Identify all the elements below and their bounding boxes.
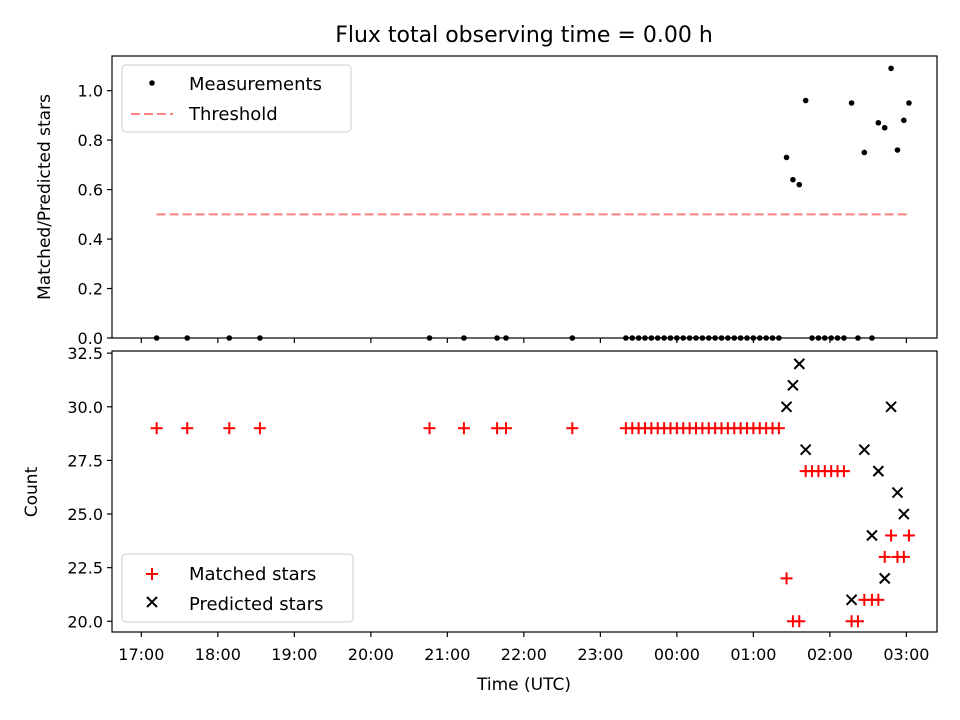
- count-panel: 20.0 22.5 25.0 27.5 30.0 32.5 17:00 18:00 19:00…: [22, 344, 938, 695]
- legend-matched-label: Matched stars: [189, 564, 316, 585]
- y-tick-label: 22.5: [67, 559, 103, 578]
- x-tick-label: 22:00: [501, 645, 547, 664]
- predicted-star-point: [885, 401, 897, 413]
- matched-star-point: [793, 615, 806, 628]
- measurement-point: [848, 100, 855, 106]
- measurement-point: [861, 149, 868, 156]
- matched-star-point: [500, 422, 513, 435]
- predicted-star-point: [780, 401, 793, 413]
- count-x-ticks: 17:00 18:00 19:00 20:00 21:00 22:00 23:00 00:00…: [118, 632, 929, 664]
- x-axis-label: Time (UTC): [476, 675, 571, 695]
- measurement-point: [796, 181, 803, 188]
- count-legend: Matched stars Predicted stars: [121, 553, 354, 623]
- y-tick-label: 0.4: [78, 230, 103, 249]
- measurement-point: [802, 97, 809, 104]
- legend-predicted-label: Predicted stars: [189, 594, 323, 615]
- ratio-legend: Measurements Threshold: [121, 64, 352, 133]
- y-tick-label: 0.2: [78, 280, 103, 299]
- x-tick-label: 23:00: [577, 645, 623, 664]
- predicted-star-point: [793, 358, 805, 370]
- x-tick-label: 03:00: [883, 645, 929, 664]
- measurement-point: [790, 176, 796, 183]
- legend-predicted-marker: [146, 596, 158, 608]
- matched-star-point: [885, 529, 898, 542]
- ratio-panel: 0.0 0.2 0.4 0.6 0.8 1.0 Matched/Predicted sta…: [35, 55, 938, 348]
- measurement-point: [888, 65, 894, 72]
- chart-title: Flux total observing time = 0.00 h: [335, 23, 713, 48]
- x-tick-label: 20:00: [348, 645, 394, 664]
- matched-star-point: [457, 422, 470, 435]
- predicted-star-point: [858, 443, 871, 456]
- matched-star-point: [878, 550, 891, 563]
- x-tick-label: 01:00: [730, 645, 776, 664]
- predicted-star-point: [799, 443, 812, 456]
- matched-star-point: [772, 422, 785, 435]
- matched-star-point: [897, 550, 910, 563]
- ratio-x-ticks: [140, 338, 907, 343]
- measurement-point: [901, 117, 907, 124]
- ratio-legend-box: [121, 64, 352, 133]
- ratio-axes-frame: [111, 55, 938, 339]
- legend-measurements-marker: [149, 80, 155, 86]
- y-tick-label: 0.6: [78, 181, 103, 200]
- predicted-star-point: [787, 379, 799, 392]
- matched-star-point: [780, 572, 793, 585]
- count-axes-frame: [111, 350, 938, 633]
- matched-star-point: [837, 465, 850, 478]
- predicted-star-point: [879, 572, 891, 585]
- ratio-y-axis-label: Matched/Predicted stars: [35, 94, 55, 300]
- matched-star-point: [150, 422, 163, 435]
- predicted-star-point: [891, 486, 904, 499]
- legend-measurements-label: Measurements: [189, 74, 322, 95]
- x-tick-label: 18:00: [195, 645, 241, 664]
- y-tick-label: 27.5: [67, 451, 103, 470]
- predicted-star-point: [845, 594, 858, 606]
- predicted-star-point: [866, 529, 878, 542]
- matched-star-point: [851, 615, 864, 628]
- count-y-axis-label: Count: [22, 466, 42, 517]
- predicted-star-point: [872, 465, 885, 477]
- y-tick-label: 0.0: [78, 329, 103, 348]
- y-tick-label: 1.0: [78, 82, 103, 101]
- y-tick-label: 20.0: [67, 612, 103, 631]
- legend-matched-marker: [146, 568, 158, 580]
- matched-star-point: [253, 422, 266, 435]
- y-tick-label: 25.0: [67, 505, 103, 524]
- legend-threshold-label: Threshold: [188, 104, 278, 125]
- y-tick-label: 32.5: [67, 344, 103, 363]
- count-plot-area: [150, 358, 915, 628]
- predicted-star-point: [898, 508, 910, 520]
- matched-star-point: [423, 422, 436, 435]
- matched-star-point: [223, 422, 236, 435]
- x-tick-label: 21:00: [424, 645, 470, 664]
- x-tick-label: 00:00: [654, 645, 700, 664]
- matched-star-point: [566, 422, 579, 435]
- measurement-point: [894, 147, 901, 153]
- x-tick-label: 17:00: [118, 645, 164, 664]
- ratio-y-ticks: 0.0 0.2 0.4 0.6 0.8 1.0: [78, 82, 112, 348]
- count-legend-box: [121, 553, 354, 623]
- x-tick-label: 02:00: [807, 645, 853, 664]
- matched-star-point: [181, 422, 194, 435]
- measurement-point: [906, 100, 912, 106]
- measurement-point: [881, 124, 888, 131]
- measurement-point: [875, 119, 882, 126]
- count-y-ticks: 20.0 22.5 25.0 27.5 30.0 32.5: [67, 344, 112, 631]
- matched-star-point: [902, 529, 915, 542]
- measurement-point: [783, 154, 790, 161]
- matched-star-point: [872, 593, 885, 606]
- x-tick-label: 19:00: [271, 645, 317, 664]
- y-tick-label: 0.8: [78, 131, 103, 150]
- y-tick-label: 30.0: [67, 398, 103, 417]
